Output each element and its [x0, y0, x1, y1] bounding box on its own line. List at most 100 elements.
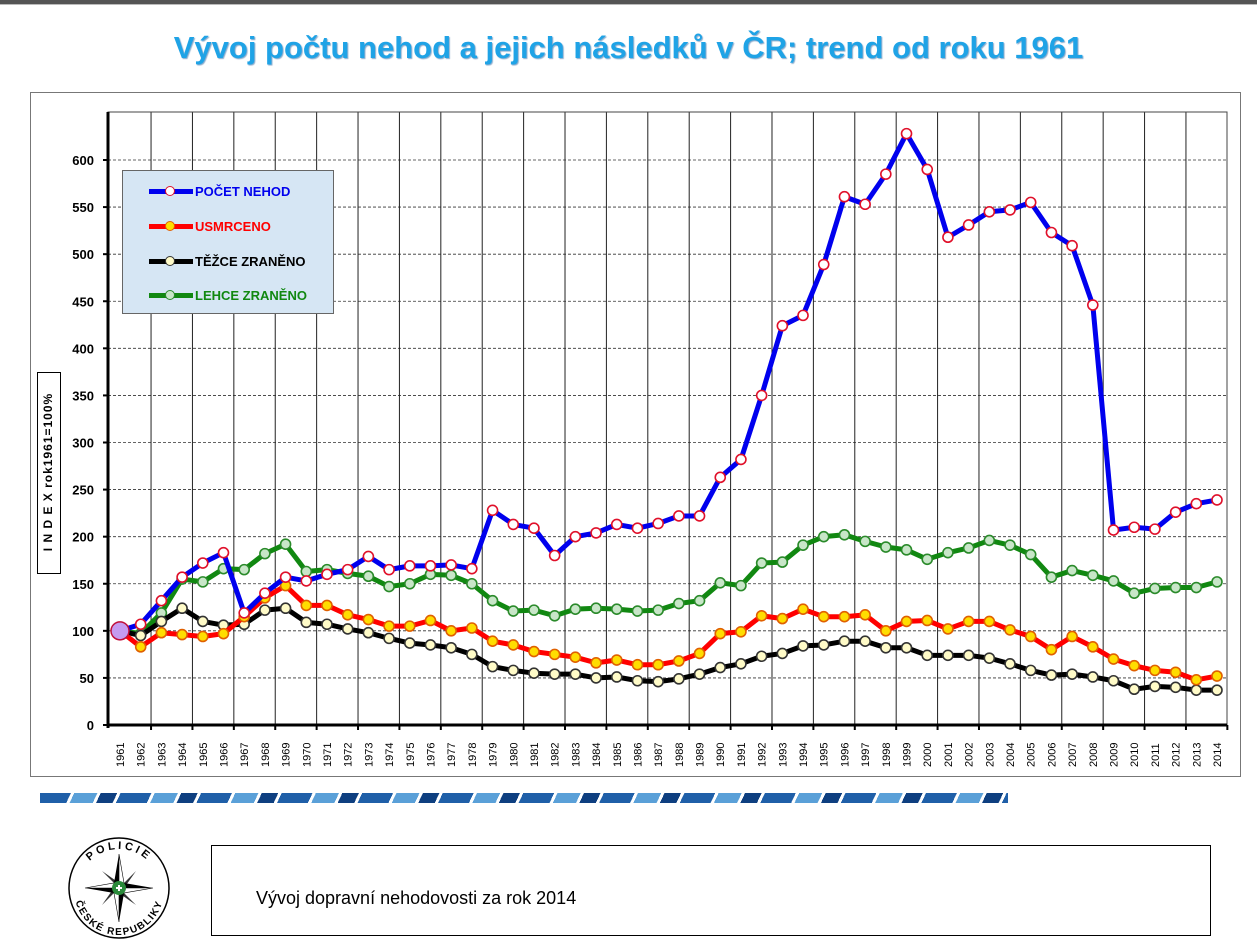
data-point: [921, 553, 934, 566]
x-tick-label: 2010: [1129, 743, 1141, 767]
data-point: [714, 577, 727, 589]
data-point: [528, 667, 540, 680]
x-tick-label: 2006: [1046, 743, 1058, 767]
x-tick-label: 1976: [425, 743, 437, 767]
data-point: [1024, 196, 1037, 209]
page-title: Vývoj počtu nehod a jejich následků v ČR…: [173, 30, 1084, 65]
data-point: [1211, 494, 1223, 506]
y-tick-label: 100: [72, 624, 94, 639]
data-point: [755, 557, 768, 569]
x-tick-label: 1998: [881, 743, 893, 767]
data-point: [797, 309, 809, 322]
data-point: [383, 563, 395, 576]
data-point: [548, 668, 561, 680]
data-point: [652, 675, 664, 688]
x-tick-label: 1975: [405, 743, 417, 767]
data-point: [548, 648, 561, 661]
footer-box: Vývoj dopravní nehodovosti za rok 2014: [211, 845, 1211, 936]
data-point: [714, 661, 727, 674]
data-point: [528, 645, 540, 658]
data-point: [259, 547, 271, 560]
data-point: [776, 556, 789, 568]
data-point: [259, 604, 271, 616]
data-point: [942, 623, 954, 635]
y-axis-label: I N D E X rok1961=100%: [41, 392, 55, 552]
data-point: [735, 625, 747, 638]
x-tick-label: 1974: [384, 743, 396, 767]
data-point: [838, 635, 851, 647]
data-point: [1211, 670, 1223, 682]
data-point: [1107, 674, 1120, 687]
data-point: [1128, 587, 1141, 599]
legend-item: POČET NEHOD: [149, 181, 290, 201]
data-point: [755, 389, 768, 402]
data-point: [1004, 624, 1016, 636]
y-tick-label: 250: [72, 483, 94, 498]
x-tick-label: 1983: [570, 743, 582, 767]
data-point: [962, 542, 975, 554]
data-point: [176, 628, 188, 641]
y-tick-label: 300: [72, 436, 94, 451]
data-point: [1149, 664, 1161, 677]
x-tick-label: 1967: [239, 743, 251, 767]
data-point: [755, 650, 768, 663]
data-point: [797, 603, 809, 615]
data-point: [1169, 681, 1182, 694]
legend-marker: [165, 220, 175, 231]
data-point: [590, 657, 602, 669]
data-point: [383, 620, 395, 632]
data-point: [590, 602, 602, 615]
data-point: [1211, 576, 1223, 588]
data-point: [693, 647, 706, 660]
data-point: [610, 654, 623, 666]
x-tick-label: 1994: [798, 743, 810, 767]
y-tick-label: 200: [72, 530, 94, 545]
data-point: [817, 258, 830, 271]
data-point: [445, 559, 457, 571]
x-tick-label: 1970: [301, 743, 313, 767]
y-tick-label: 150: [72, 577, 94, 592]
data-point: [631, 674, 644, 687]
data-point: [942, 546, 954, 559]
data-point: [880, 168, 892, 180]
data-point: [735, 453, 747, 466]
x-tick-label: 1971: [322, 743, 334, 767]
data-point: [962, 615, 975, 628]
data-point: [1004, 657, 1016, 670]
x-tick-label: 1984: [591, 743, 603, 767]
x-tick-label: 1965: [198, 743, 210, 767]
data-point: [921, 614, 934, 627]
legend-swatch: [149, 185, 193, 196]
data-point: [859, 198, 871, 211]
data-point: [486, 660, 499, 673]
data-point: [880, 641, 892, 654]
data-point: [362, 613, 375, 626]
data-point: [155, 615, 168, 628]
data-point: [217, 627, 230, 640]
data-point: [983, 652, 996, 664]
data-point: [176, 571, 188, 583]
x-tick-label: 1968: [260, 743, 272, 767]
data-point: [1149, 523, 1161, 535]
data-point: [403, 620, 416, 632]
x-tick-label: 1989: [695, 743, 707, 767]
x-tick-label: 1978: [467, 743, 479, 767]
data-point: [859, 635, 871, 647]
data-point: [403, 560, 416, 572]
data-point: [548, 549, 561, 562]
data-point: [321, 568, 333, 581]
data-point: [983, 205, 996, 218]
data-point: [321, 618, 333, 631]
data-point: [1149, 680, 1161, 693]
data-point: [507, 639, 520, 651]
x-tick-label: 2003: [984, 743, 996, 767]
data-point: [983, 615, 996, 628]
data-point: [673, 510, 685, 522]
data-point: [1045, 226, 1058, 239]
x-tick-label: 1991: [736, 743, 748, 767]
data-point: [238, 607, 250, 619]
data-point: [962, 219, 975, 231]
y-tick-label: 500: [72, 247, 94, 262]
data-point: [569, 530, 582, 543]
data-point: [693, 510, 706, 522]
